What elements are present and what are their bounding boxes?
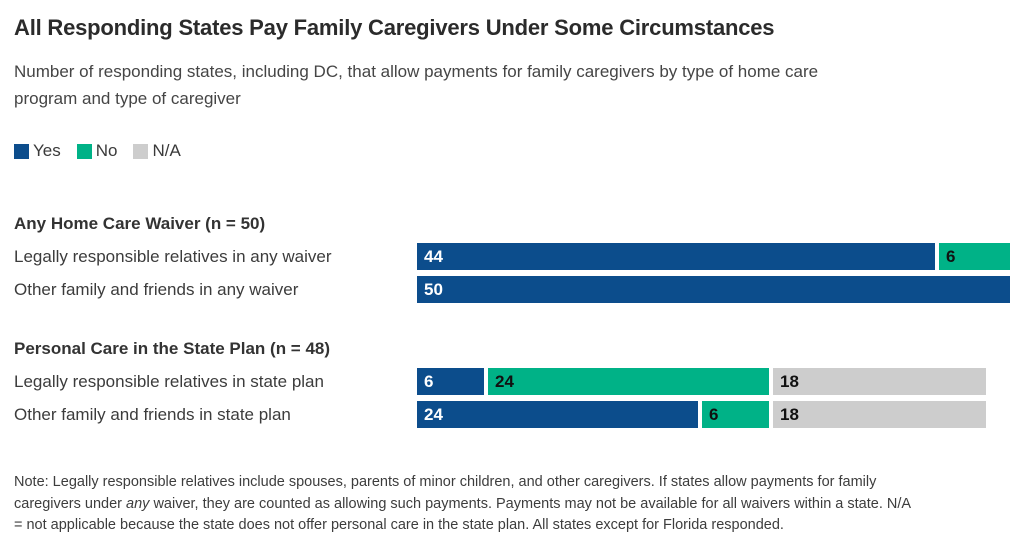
segment-value-label: 24 — [424, 405, 443, 424]
chart-group: Any Home Care Waiver (n = 50) Legally res… — [14, 213, 1010, 303]
row-label: Legally responsible relatives in any wai… — [14, 246, 332, 266]
chart: Any Home Care Waiver (n = 50) Legally res… — [14, 213, 1010, 428]
footnote: Note: Legally responsible relatives incl… — [14, 472, 919, 537]
page-title: All Responding States Pay Family Caregiv… — [14, 15, 775, 40]
bar-row: Legally responsible relatives in any wai… — [14, 243, 1010, 270]
row-label: Other family and friends in state plan — [14, 404, 291, 424]
bar-segment-yes: 24 — [417, 401, 702, 428]
bar-segment-no: 6 — [939, 243, 1010, 270]
bar-segment-yes: 50 — [417, 276, 1010, 303]
segment-value-label: 50 — [424, 280, 443, 299]
segment-value-label: 18 — [780, 372, 799, 391]
segment-value-label: 18 — [780, 405, 799, 424]
bar-segment-na: 18 — [773, 401, 986, 428]
group-header: Personal Care in the State Plan (n = 48) — [14, 339, 331, 358]
na-color-swatch — [133, 143, 149, 159]
legend-item-na: N/A — [133, 141, 181, 161]
footnote-text: Note: Legally responsible relatives incl… — [14, 474, 877, 512]
row-label: Other family and friends in any waiver — [14, 279, 299, 299]
legend-label: N/A — [152, 141, 181, 160]
group-header: Any Home Care Waiver (n = 50) — [14, 214, 266, 233]
chart-subtitle: Number of responding states, including D… — [14, 62, 819, 108]
bar-row: Other family and friends in state plan 24… — [14, 401, 1010, 428]
segment-value-label: 6 — [424, 372, 434, 391]
bar-segment-na: 18 — [773, 368, 986, 395]
legend: Yes No N/A — [14, 141, 1010, 161]
stacked-bar: 6 24 18 — [417, 368, 986, 395]
legend-item-yes: Yes — [14, 141, 61, 161]
stacked-bar: 44 6 — [417, 243, 1010, 270]
stacked-bar: 50 — [417, 276, 1010, 303]
footnote-italic-word: any — [126, 495, 150, 512]
no-color-swatch — [76, 143, 92, 159]
chart-group: Personal Care in the State Plan (n = 48)… — [14, 338, 1010, 428]
segment-value-label: 6 — [946, 247, 956, 266]
bar-segment-yes: 44 — [417, 243, 939, 270]
legend-label: No — [95, 141, 118, 160]
bar-row: Legally responsible relatives in state p… — [14, 368, 1010, 395]
segment-value-label: 24 — [495, 372, 514, 391]
segment-value-label: 6 — [709, 405, 719, 424]
stacked-bar: 24 6 18 — [417, 401, 986, 428]
yes-color-swatch — [14, 143, 29, 159]
bar-segment-yes: 6 — [417, 368, 488, 395]
bar-row: Other family and friends in any waiver 50 — [14, 276, 1010, 303]
bar-segment-no: 24 — [488, 368, 773, 395]
legend-label: Yes — [33, 141, 61, 160]
legend-item-no: No — [76, 141, 118, 161]
segment-value-label: 44 — [424, 247, 443, 266]
bar-segment-no: 6 — [702, 401, 773, 428]
row-label: Legally responsible relatives in state p… — [14, 371, 324, 391]
footnote-text: waiver, they are counted as allowing suc… — [14, 495, 911, 534]
